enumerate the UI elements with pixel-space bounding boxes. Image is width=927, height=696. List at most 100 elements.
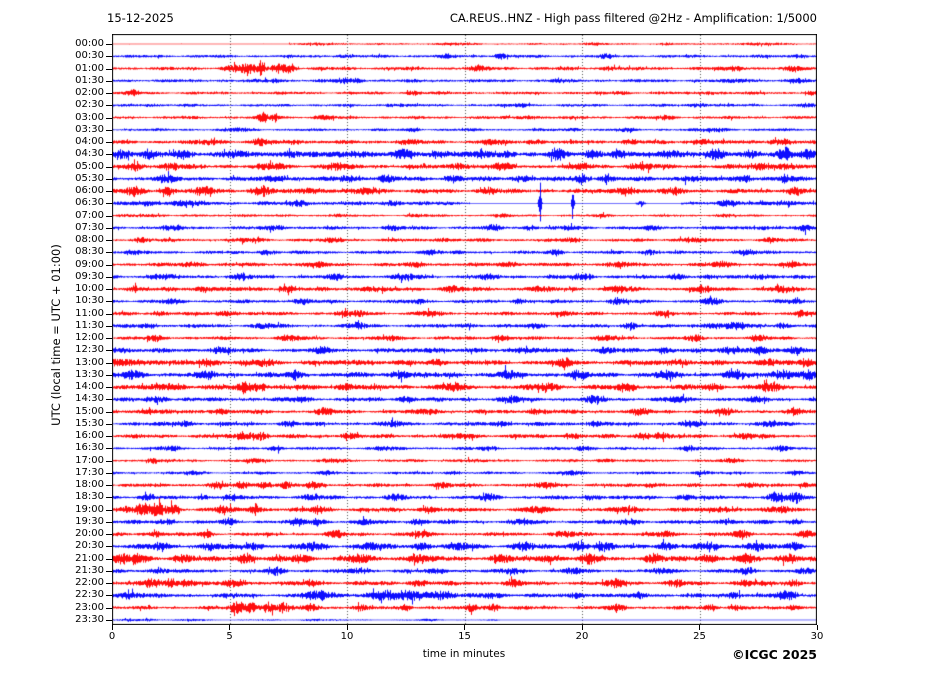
time-label: 16:00 [75, 430, 104, 442]
time-label: 20:30 [75, 540, 104, 552]
y-tick-mark [106, 142, 112, 144]
x-tick-label: 30 [810, 631, 824, 642]
y-tick-mark [106, 252, 112, 254]
y-tick-mark [106, 607, 112, 609]
y-tick-mark [106, 154, 112, 156]
y-tick-mark [106, 509, 112, 511]
y-tick-mark [106, 325, 112, 327]
y-tick-mark [106, 558, 112, 560]
y-tick-mark [106, 521, 112, 523]
y-tick-mark [106, 68, 112, 70]
y-tick-mark [106, 583, 112, 585]
y-tick-mark [106, 105, 112, 107]
time-label: 23:00 [75, 601, 104, 613]
time-label: 09:00 [75, 258, 104, 270]
time-label: 15:00 [75, 405, 104, 417]
time-label: 07:00 [75, 209, 104, 221]
x-tick-label: 10 [340, 631, 354, 642]
y-tick-mark [106, 93, 112, 95]
y-tick-mark [106, 178, 112, 180]
y-tick-mark [106, 56, 112, 58]
x-tick-mark [699, 625, 700, 630]
time-label: 08:30 [75, 246, 104, 258]
time-label: 18:00 [75, 479, 104, 491]
y-tick-mark [106, 485, 112, 487]
y-tick-mark [106, 595, 112, 597]
y-tick-mark [106, 44, 112, 45]
y-tick-mark [106, 227, 112, 229]
y-tick-mark [106, 436, 112, 438]
y-tick-mark [106, 215, 112, 217]
y-tick-mark [106, 399, 112, 401]
time-label: 08:00 [75, 234, 104, 246]
y-tick-mark [106, 289, 112, 291]
x-tick-label: 15 [458, 631, 471, 642]
x-tick-mark [581, 625, 583, 630]
y-tick-mark [106, 570, 112, 572]
time-label: 10:00 [75, 283, 104, 295]
x-tick-mark [464, 625, 465, 630]
time-label: 11:00 [75, 307, 104, 319]
y-tick-mark [106, 534, 112, 536]
time-label: 04:00 [75, 136, 104, 148]
y-tick-mark [106, 411, 112, 413]
x-tick-label: 5 [226, 631, 233, 642]
time-label: 14:30 [75, 393, 104, 405]
time-label: 05:00 [75, 160, 104, 172]
x-axis-label: time in minutes [422, 648, 506, 660]
x-tick-mark [111, 625, 113, 630]
y-tick-mark [106, 362, 112, 364]
y-tick-mark [106, 423, 112, 425]
time-label: 11:30 [75, 319, 104, 331]
time-label: 17:30 [75, 466, 104, 478]
y-tick-mark [106, 301, 112, 303]
time-label: 06:30 [75, 197, 104, 209]
y-tick-mark [106, 387, 112, 389]
y-tick-mark [106, 129, 112, 131]
x-tick-mark [816, 625, 818, 630]
y-tick-mark [106, 80, 112, 82]
y-tick-mark [106, 191, 112, 193]
time-label: 14:00 [75, 381, 104, 393]
y-tick-mark [106, 546, 112, 548]
time-label: 12:30 [75, 344, 104, 356]
time-label: 22:00 [75, 577, 104, 589]
time-label: 02:00 [75, 87, 104, 99]
time-label: 01:00 [75, 62, 104, 74]
y-tick-mark [106, 350, 112, 352]
y-tick-mark [106, 448, 112, 450]
seismogram-traces-canvas [112, 34, 817, 625]
time-label: 12:00 [75, 332, 104, 344]
time-label: 21:00 [75, 552, 104, 564]
plot-title: CA.REUS..HNZ - High pass filtered @2Hz -… [449, 11, 817, 25]
time-label: 00:00 [75, 38, 104, 49]
time-label: 07:30 [75, 221, 104, 233]
time-label: 20:00 [75, 528, 104, 540]
time-label: 18:30 [75, 491, 104, 503]
plot-date: 15-12-2025 [107, 11, 174, 25]
time-label: 17:00 [75, 454, 104, 466]
time-label: 01:30 [75, 74, 104, 86]
time-label: 00:30 [75, 50, 104, 62]
x-tick-mark [346, 625, 348, 630]
time-label: 23:30 [75, 613, 104, 625]
y-tick-mark [106, 374, 112, 376]
time-label: 16:30 [75, 442, 104, 454]
y-tick-mark [106, 240, 112, 242]
y-tick-mark [106, 619, 112, 621]
time-label: 13:30 [75, 368, 104, 380]
y-tick-mark [106, 264, 112, 266]
x-tick-label: 20 [575, 631, 589, 642]
x-tick-mark [229, 625, 230, 630]
time-label: 19:00 [75, 503, 104, 515]
y-tick-mark [106, 117, 112, 119]
y-tick-mark [106, 203, 112, 205]
y-tick-mark [106, 472, 112, 474]
copyright-text: ©ICGC 2025 [732, 647, 817, 662]
y-tick-mark [106, 338, 112, 340]
time-label: 13:00 [75, 356, 104, 368]
time-label: 04:30 [75, 148, 104, 160]
x-tick-label: 0 [108, 631, 116, 642]
time-label: 19:30 [75, 515, 104, 527]
